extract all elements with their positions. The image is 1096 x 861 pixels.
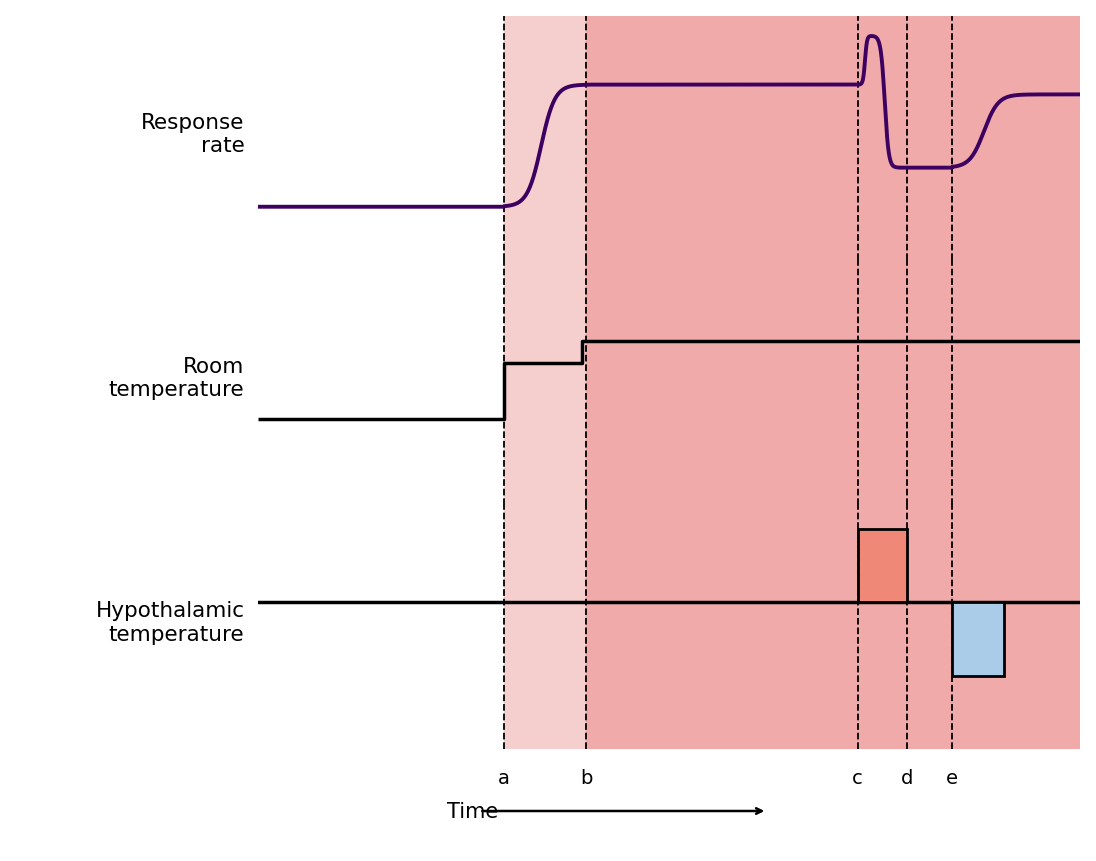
Bar (504, 261, 586, 505)
Text: Hypothalamic
temperature: Hypothalamic temperature (95, 601, 244, 644)
Bar (586, 505, 1080, 749)
Text: d: d (901, 768, 913, 787)
Text: e: e (946, 768, 958, 787)
Bar (586, 17, 1080, 261)
Text: Response
rate: Response rate (141, 113, 244, 156)
Bar (258, 261, 504, 505)
Bar (258, 17, 504, 261)
Text: c: c (853, 768, 863, 787)
Bar (952, 603, 1004, 676)
Bar (586, 261, 1080, 505)
Text: a: a (499, 768, 510, 787)
Text: Time: Time (447, 801, 499, 821)
Bar (857, 530, 906, 603)
Bar (504, 17, 586, 261)
Bar (504, 505, 586, 749)
Bar (258, 505, 504, 749)
Text: Room
temperature: Room temperature (109, 356, 244, 400)
Text: b: b (580, 768, 593, 787)
